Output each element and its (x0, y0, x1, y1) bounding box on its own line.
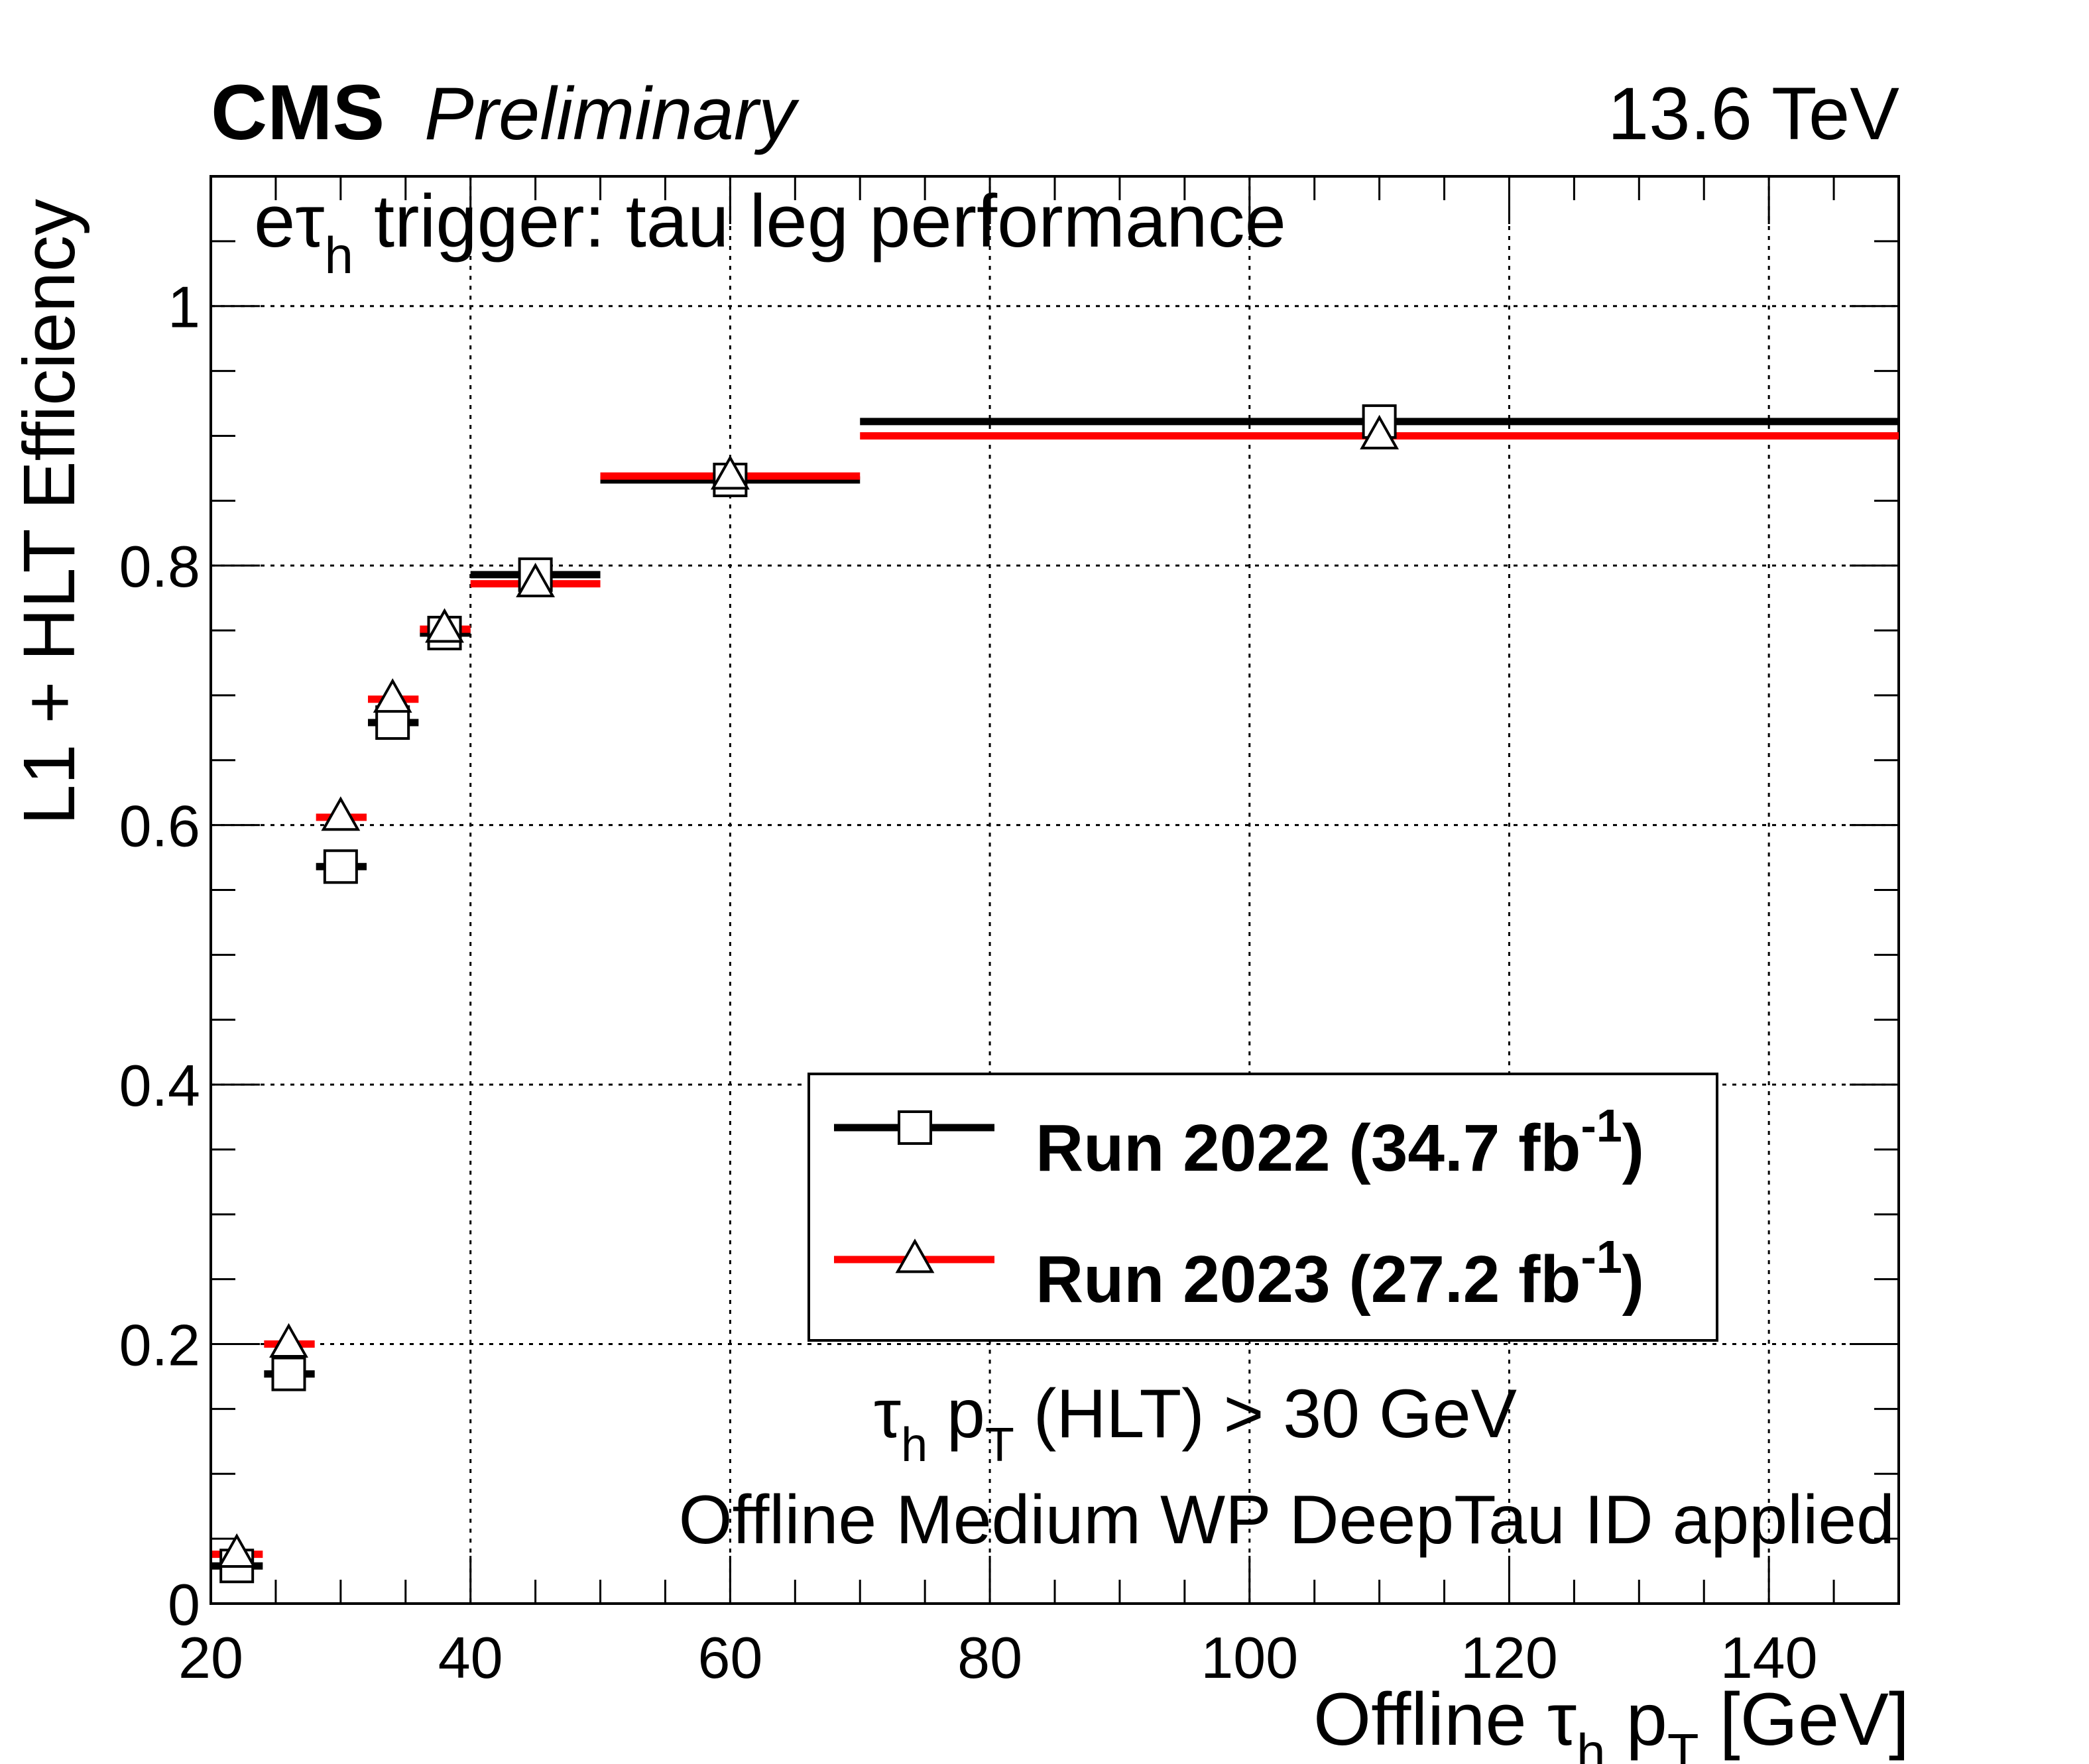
preliminary-label: Preliminary (424, 72, 800, 155)
x-tick-label-60: 60 (697, 1625, 762, 1690)
legend-2023-prefix: Run 2023 (27.2 fb (1036, 1242, 1581, 1317)
x-title-unit: [GeV] (1699, 1678, 1909, 1761)
legend-marker-square (898, 1110, 932, 1145)
legend (834, 1110, 994, 1273)
legend-entry-2023-label: Run 2023 (27.2 fb-1) (1036, 1231, 1644, 1317)
markers-2023 (217, 414, 1400, 1568)
marker-triangle-3 (373, 678, 412, 713)
cms-label: CMS (211, 69, 385, 156)
legend-2022-prefix: Run 2022 (34.7 fb (1036, 1111, 1581, 1185)
y-tick-label-0.2: 0.2 (119, 1313, 200, 1378)
x-title-p: p (1605, 1678, 1667, 1761)
cut-rest: (HLT) > 30 GeV (1014, 1376, 1517, 1452)
marker-triangle-4 (425, 608, 464, 643)
x-title-tau-sub: h (1577, 1723, 1605, 1764)
marker-triangle-1 (269, 1323, 308, 1358)
marker-triangle-7 (1360, 414, 1400, 449)
cut-p-sub: T (985, 1419, 1014, 1472)
legend-2023-suffix: ) (1622, 1242, 1644, 1317)
marker-triangle-6 (710, 455, 750, 490)
axis-ticks (209, 175, 1900, 1605)
marker-triangle-5 (516, 562, 556, 597)
y-tick-label-0.6: 0.6 (119, 794, 200, 859)
y-axis-title: L1 + HLT Efficiency (9, 199, 90, 825)
x-tick-label-140: 140 (1720, 1625, 1818, 1690)
marker-triangle-2 (321, 796, 361, 831)
cut-tau: τ (874, 1376, 901, 1452)
cut-tau-sub: h (901, 1419, 927, 1472)
axis-tick-labels: 20 40 60 80 100 120 140 0 0.2 0.4 0.6 0.8 1 (119, 274, 1818, 1690)
data-series (212, 404, 1899, 1584)
x-title-prefix: Offline (1313, 1678, 1547, 1761)
x-title-p-sub: T (1667, 1723, 1699, 1764)
x-axis-title: Offline τh pT [GeV] (1313, 1678, 1909, 1764)
legend-2023-sup: -1 (1581, 1231, 1622, 1283)
x-tick-label-120: 120 (1461, 1625, 1558, 1690)
legend-marker-triangle (895, 1238, 935, 1273)
x-tick-label-100: 100 (1201, 1625, 1298, 1690)
legend-2022-sup: -1 (1581, 1100, 1622, 1151)
y-tick-label-0.4: 0.4 (119, 1053, 200, 1118)
cut-p: p (927, 1376, 985, 1452)
marker-square-2 (323, 849, 358, 884)
trigger-prefix: eτ (254, 180, 325, 263)
trigger-suffix: trigger: tau leg performance (353, 180, 1286, 263)
x-tick-label-40: 40 (438, 1625, 503, 1690)
plot-frame (209, 175, 1900, 1605)
marker-square-1 (271, 1356, 306, 1391)
trigger-title: eτh trigger: tau leg performance (254, 180, 1286, 284)
y-tick-label-1: 1 (168, 274, 200, 340)
y-tick-label-0: 0 (168, 1572, 200, 1637)
legend-box (807, 1073, 1718, 1342)
x-title-tau: τ (1547, 1678, 1577, 1761)
x-tick-label-20: 20 (178, 1625, 243, 1690)
y-tick-label-0.8: 0.8 (119, 534, 200, 599)
x-tick-label-80: 80 (957, 1625, 1022, 1690)
trigger-sub: h (325, 226, 353, 284)
cut-annotation: τh pT (HLT) > 30 GeV (874, 1376, 1517, 1472)
energy-label: 13.6 TeV (1608, 72, 1899, 155)
id-annotation: Offline Medium WP DeepTau ID applied (679, 1482, 1895, 1558)
marker-triangle-0 (217, 1533, 257, 1568)
legend-entry-2022-label: Run 2022 (34.7 fb-1) (1036, 1100, 1644, 1185)
legend-2022-suffix: ) (1622, 1111, 1644, 1185)
grid-lines (211, 176, 1899, 1604)
